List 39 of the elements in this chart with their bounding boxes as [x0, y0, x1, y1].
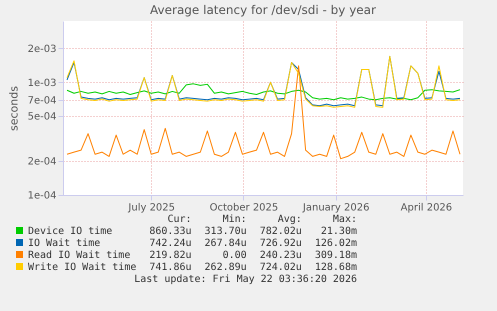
text: Min:	[222, 214, 248, 226]
text: 309.18m	[314, 250, 358, 262]
text: 860.33u	[148, 226, 193, 238]
text: 782.02u	[258, 226, 303, 238]
x-tick-label: January 2026	[302, 202, 370, 214]
y-tick-label: 5e-04	[28, 112, 56, 123]
y-tick-label: 1e-03	[28, 78, 56, 89]
text: 726.92u	[258, 238, 303, 250]
text: 0.00	[222, 250, 248, 262]
y-tick-label: 7e-04	[28, 95, 56, 106]
chart-title: Average latency for /dev/sdi - by year	[150, 3, 376, 17]
y-tick-label: 1e-04	[28, 190, 56, 202]
text: 128.68m	[314, 262, 358, 274]
text: 240.23u	[258, 250, 303, 262]
text: 742.24u	[148, 238, 193, 250]
text: 724.02u	[258, 262, 303, 274]
text: Cur:	[166, 214, 193, 226]
line-series	[66, 65, 460, 160]
text: 21.30m	[320, 226, 358, 238]
legend-label: Device IO time	[27, 226, 114, 238]
text: 126.02m	[314, 238, 358, 250]
text: Avg:	[276, 214, 303, 226]
x-tick-label: July 2025	[127, 202, 176, 214]
x-tick-label: April 2026	[400, 202, 452, 214]
text: 313.70u	[204, 226, 248, 238]
text: Last update: Fri May 22 03:36:20 2026	[133, 274, 358, 286]
legend-label: Read IO Wait time	[27, 250, 132, 262]
text: 741.86u	[148, 262, 193, 274]
y-axis-title: seconds	[8, 86, 21, 131]
y-tick-label: 2e-03	[28, 44, 56, 55]
text: 219.82u	[148, 250, 193, 262]
text: 262.89u	[204, 262, 248, 274]
x-tick-label: October 2025	[210, 202, 278, 214]
legend-label: Write IO Wait time	[27, 262, 138, 274]
text: Max:	[332, 214, 358, 226]
text: 267.84u	[204, 238, 248, 250]
legend-label: IO Wait time	[27, 238, 102, 250]
y-tick-label: 2e-04	[28, 156, 56, 168]
line-series	[66, 83, 460, 100]
